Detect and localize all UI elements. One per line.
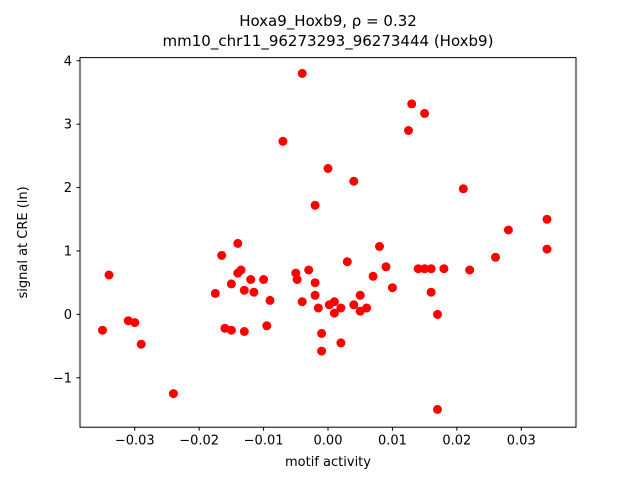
data-point <box>375 242 384 251</box>
data-point <box>503 225 513 235</box>
x-axis-ticks: −0.03 −0.02 −0.01 0.00 0.01 0.02 0.03 <box>115 427 536 449</box>
data-point <box>98 325 107 335</box>
data-point <box>329 308 339 318</box>
y-tick-label: 1 <box>64 244 72 259</box>
data-point <box>226 279 236 289</box>
data-point <box>368 271 378 281</box>
data-point <box>292 275 302 284</box>
x-tick-label: −0.03 <box>115 434 155 449</box>
data-point <box>426 287 436 297</box>
data-point <box>136 339 146 349</box>
data-point <box>130 318 140 328</box>
y-tick-label: −1 <box>53 371 72 386</box>
x-tick-label: 0.02 <box>442 434 471 449</box>
data-point <box>433 309 442 319</box>
data-point <box>465 265 475 275</box>
data-point <box>439 264 449 274</box>
x-tick-label: 0.03 <box>507 434 536 449</box>
data-point <box>104 270 114 280</box>
y-tick-label: 4 <box>64 54 72 69</box>
data-point <box>317 346 327 356</box>
y-tick-label: 3 <box>64 118 72 133</box>
data-point <box>249 287 259 297</box>
y-tick-label: 0 <box>64 308 72 323</box>
y-axis-ticks: −1 0 1 2 3 4 <box>53 54 80 386</box>
x-axis-label: motif activity <box>285 455 371 470</box>
data-point <box>226 325 236 335</box>
data-point <box>362 303 372 313</box>
data-point <box>349 300 359 310</box>
data-point <box>458 184 468 194</box>
data-point <box>387 283 397 293</box>
scatter-points <box>98 68 552 414</box>
data-point <box>233 238 243 248</box>
data-point <box>239 327 249 336</box>
data-point <box>246 275 256 284</box>
data-point <box>262 321 272 331</box>
data-point <box>313 303 323 313</box>
data-point <box>323 164 333 173</box>
data-point <box>310 290 320 300</box>
x-tick-label: 0.00 <box>314 434 343 449</box>
data-point <box>491 252 500 262</box>
data-point <box>210 288 220 298</box>
data-point <box>420 108 430 118</box>
data-point <box>420 264 430 274</box>
data-point <box>239 285 249 295</box>
data-point <box>278 136 288 146</box>
data-point <box>542 214 552 224</box>
data-point <box>317 328 327 338</box>
data-point <box>310 278 320 288</box>
data-point <box>349 176 359 186</box>
data-point <box>297 68 307 78</box>
x-tick-label: −0.02 <box>179 434 219 449</box>
data-point <box>329 297 339 307</box>
data-point <box>259 275 269 284</box>
chart-title: Hoxa9_Hoxb9, ρ = 0.32 <box>239 12 417 31</box>
y-axis-label: signal at CRE (ln) <box>16 186 31 298</box>
data-point <box>542 244 552 254</box>
x-tick-label: −0.01 <box>244 434 284 449</box>
data-point <box>381 262 391 272</box>
data-point <box>265 295 275 305</box>
data-point <box>433 404 442 414</box>
data-point <box>336 303 346 313</box>
data-point <box>168 389 178 399</box>
data-point <box>342 257 352 267</box>
data-point <box>310 200 320 210</box>
data-point <box>355 290 365 300</box>
data-point <box>426 264 436 274</box>
data-point <box>413 264 423 274</box>
x-tick-label: 0.01 <box>378 434 407 449</box>
data-point <box>404 126 413 135</box>
chart-subtitle: mm10_chr11_96273293_96273444 (Hoxb9) <box>163 32 494 51</box>
data-point <box>236 265 246 275</box>
y-tick-label: 2 <box>64 181 72 196</box>
data-point <box>217 250 227 260</box>
data-point <box>304 265 314 275</box>
data-point <box>297 297 307 307</box>
data-point <box>407 99 417 109</box>
data-point <box>336 338 346 348</box>
axes-frame <box>79 57 577 428</box>
